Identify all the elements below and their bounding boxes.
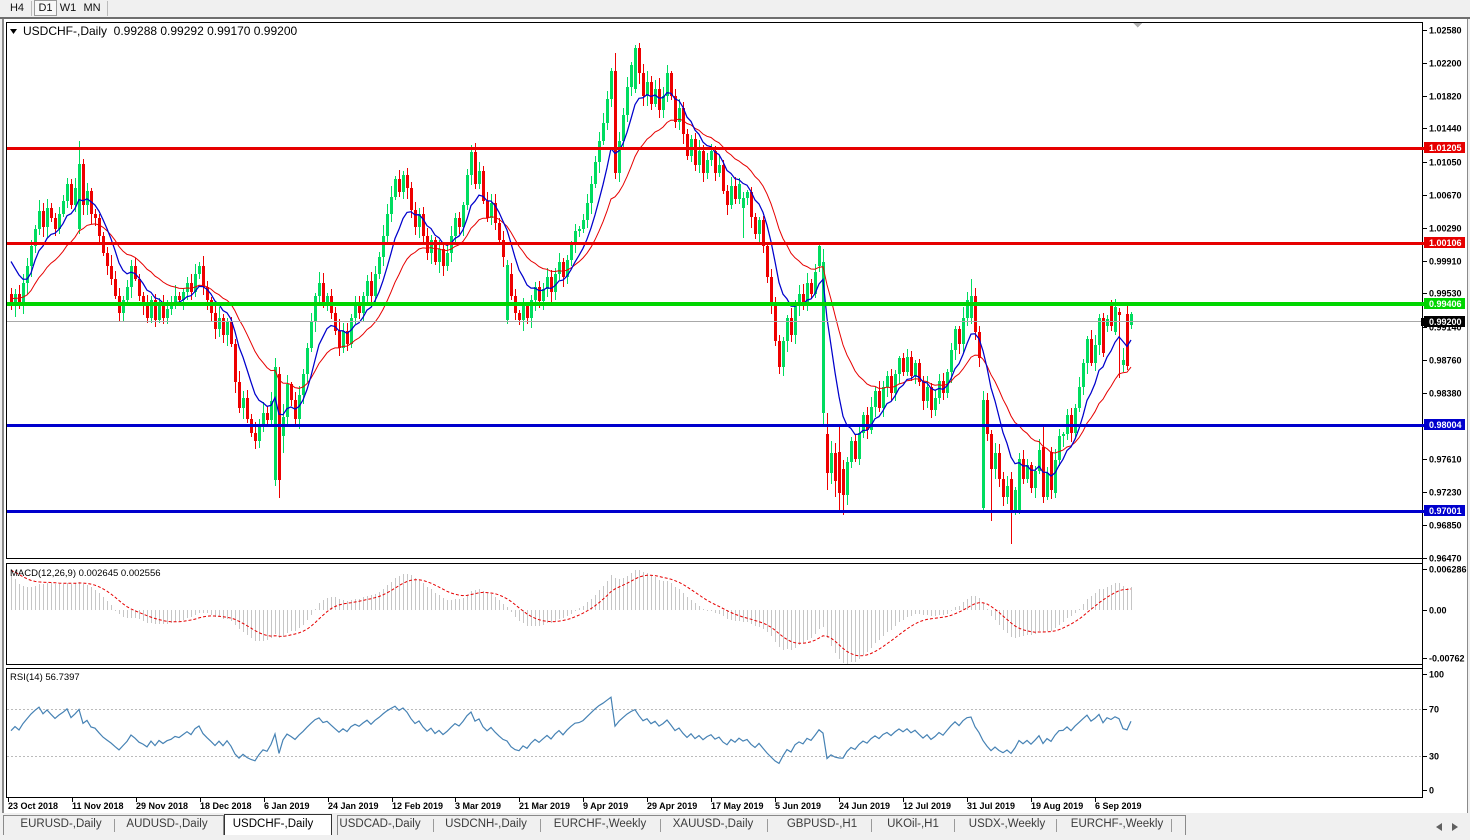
svg-text:0.97230: 0.97230: [1429, 488, 1462, 498]
svg-text:1.00670: 1.00670: [1429, 191, 1462, 201]
svg-text:0.99530: 0.99530: [1429, 289, 1462, 299]
svg-text:12 Jul 2019: 12 Jul 2019: [903, 801, 951, 811]
svg-text:0.98760: 0.98760: [1429, 356, 1462, 366]
svg-text:-0.00762: -0.00762: [1429, 654, 1465, 664]
svg-text:MACD(12,26,9) 0.002645 0.00255: MACD(12,26,9) 0.002645 0.002556: [10, 568, 161, 579]
svg-text:0.98004: 0.98004: [1429, 420, 1462, 430]
svg-text:6 Jan 2019: 6 Jan 2019: [264, 801, 310, 811]
svg-text:0.96470: 0.96470: [1429, 554, 1462, 564]
svg-text:24 Jan 2019: 24 Jan 2019: [328, 801, 379, 811]
svg-text:30: 30: [1429, 752, 1439, 762]
svg-text:0: 0: [1429, 786, 1434, 796]
svg-text:100: 100: [1429, 670, 1444, 680]
svg-text:USDCHF-,Daily 0.99288 0.99292: USDCHF-,Daily 0.99288 0.99292 0.99170 0.…: [23, 24, 298, 38]
svg-text:0.96850: 0.96850: [1429, 521, 1462, 531]
svg-text:0.99406: 0.99406: [1429, 299, 1462, 309]
svg-text:23 Oct 2018: 23 Oct 2018: [8, 801, 58, 811]
svg-text:1.02580: 1.02580: [1429, 26, 1462, 36]
svg-text:29 Nov 2018: 29 Nov 2018: [136, 801, 188, 811]
svg-text:3 Mar 2019: 3 Mar 2019: [455, 801, 501, 811]
svg-text:0.97001: 0.97001: [1429, 506, 1462, 516]
svg-text:24 Jun 2019: 24 Jun 2019: [839, 801, 890, 811]
svg-text:19 Aug 2019: 19 Aug 2019: [1031, 801, 1083, 811]
svg-text:1.01205: 1.01205: [1429, 143, 1462, 153]
svg-text:21 Mar 2019: 21 Mar 2019: [519, 801, 570, 811]
svg-text:1.00290: 1.00290: [1429, 224, 1462, 234]
svg-text:RSI(14) 56.7397: RSI(14) 56.7397: [10, 672, 80, 683]
svg-text:0.98380: 0.98380: [1429, 389, 1462, 399]
svg-text:0.99910: 0.99910: [1429, 257, 1462, 267]
svg-text:6 Sep 2019: 6 Sep 2019: [1095, 801, 1142, 811]
svg-text:1.01820: 1.01820: [1429, 92, 1462, 102]
svg-text:1.02200: 1.02200: [1429, 59, 1462, 69]
svg-text:17 May 2019: 17 May 2019: [711, 801, 764, 811]
svg-text:1.00106: 1.00106: [1429, 238, 1462, 248]
svg-text:0.99140: 0.99140: [1429, 323, 1462, 333]
svg-text:1.01440: 1.01440: [1429, 124, 1462, 134]
svg-text:5 Jun 2019: 5 Jun 2019: [775, 801, 821, 811]
svg-text:12 Feb 2019: 12 Feb 2019: [392, 801, 443, 811]
svg-text:0.99200: 0.99200: [1429, 317, 1462, 327]
svg-text:31 Jul 2019: 31 Jul 2019: [967, 801, 1015, 811]
svg-text:29 Apr 2019: 29 Apr 2019: [647, 801, 697, 811]
svg-text:0.006286: 0.006286: [1429, 565, 1467, 575]
svg-text:11 Nov 2018: 11 Nov 2018: [72, 801, 124, 811]
svg-text:1.01050: 1.01050: [1429, 158, 1462, 168]
svg-text:18 Dec 2018: 18 Dec 2018: [200, 801, 252, 811]
svg-text:0.00: 0.00: [1429, 606, 1447, 616]
svg-text:9 Apr 2019: 9 Apr 2019: [583, 801, 628, 811]
svg-text:70: 70: [1429, 705, 1439, 715]
svg-text:0.97610: 0.97610: [1429, 455, 1462, 465]
